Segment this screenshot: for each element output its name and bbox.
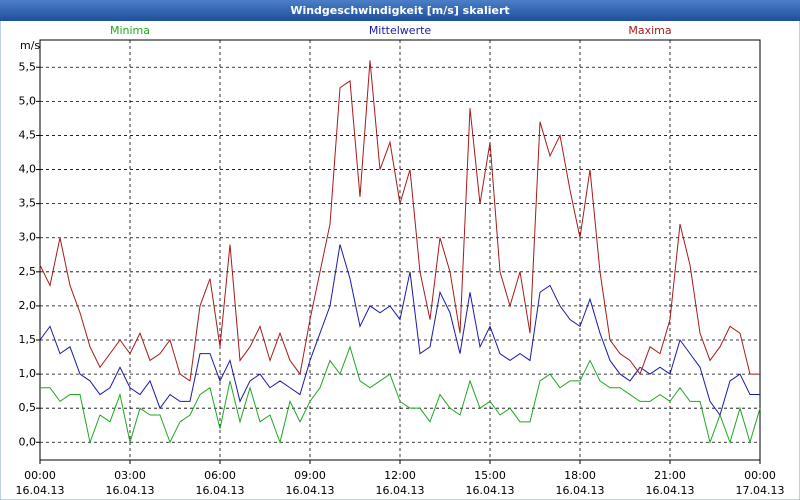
x-tick-label: 18:00 [564, 469, 596, 482]
y-tick-label: 4,0 [19, 163, 37, 176]
data-line [39, 244, 760, 417]
y-tick-label: 4,5 [19, 128, 37, 141]
y-tick-label: 3,0 [19, 231, 37, 244]
y-tick-label: 2,5 [19, 265, 37, 278]
data-line [39, 60, 760, 382]
x-tick-date: 16.04.13 [466, 484, 515, 497]
y-tick-label: 1,0 [19, 367, 37, 380]
y-tick-label: 5,5 [19, 60, 37, 73]
x-tick-date: 16.04.13 [646, 484, 695, 497]
legend-entry: Mittelwerte [369, 24, 432, 37]
x-tick-label: 00:00 [744, 469, 776, 482]
chart-title: Windgeschwindigkeit [m/s] skaliert [290, 4, 509, 17]
legend-entry: Minima [110, 24, 150, 37]
x-tick-date: 16.04.13 [196, 484, 245, 497]
x-tick-label: 09:00 [294, 469, 326, 482]
legend-entry: Maxima [628, 24, 671, 37]
x-tick-date: 17.04.13 [736, 484, 785, 497]
y-tick-label: 2,0 [19, 299, 37, 312]
y-tick-label: 1,5 [19, 333, 37, 346]
y-tick-label: 0,0 [19, 435, 37, 448]
x-tick-label: 03:00 [114, 469, 146, 482]
y-tick-label: 3,5 [19, 197, 37, 210]
y-axis-label: m/s [20, 39, 40, 52]
x-tick-label: 00:00 [24, 469, 56, 482]
x-tick-date: 16.04.13 [286, 484, 335, 497]
data-line [40, 345, 761, 445]
x-tick-label: 21:00 [654, 469, 686, 482]
title-bar [0, 0, 800, 21]
x-tick-date: 16.04.13 [556, 484, 605, 497]
x-tick-date: 16.04.13 [106, 484, 155, 497]
x-tick-label: 06:00 [204, 469, 236, 482]
x-tick-label: 12:00 [384, 469, 416, 482]
x-tick-date: 16.04.13 [376, 484, 425, 497]
y-tick-label: 0,5 [19, 401, 37, 414]
y-tick-label: 5,0 [19, 94, 37, 107]
x-tick-date: 16.04.13 [16, 484, 65, 497]
x-tick-label: 15:00 [474, 469, 506, 482]
